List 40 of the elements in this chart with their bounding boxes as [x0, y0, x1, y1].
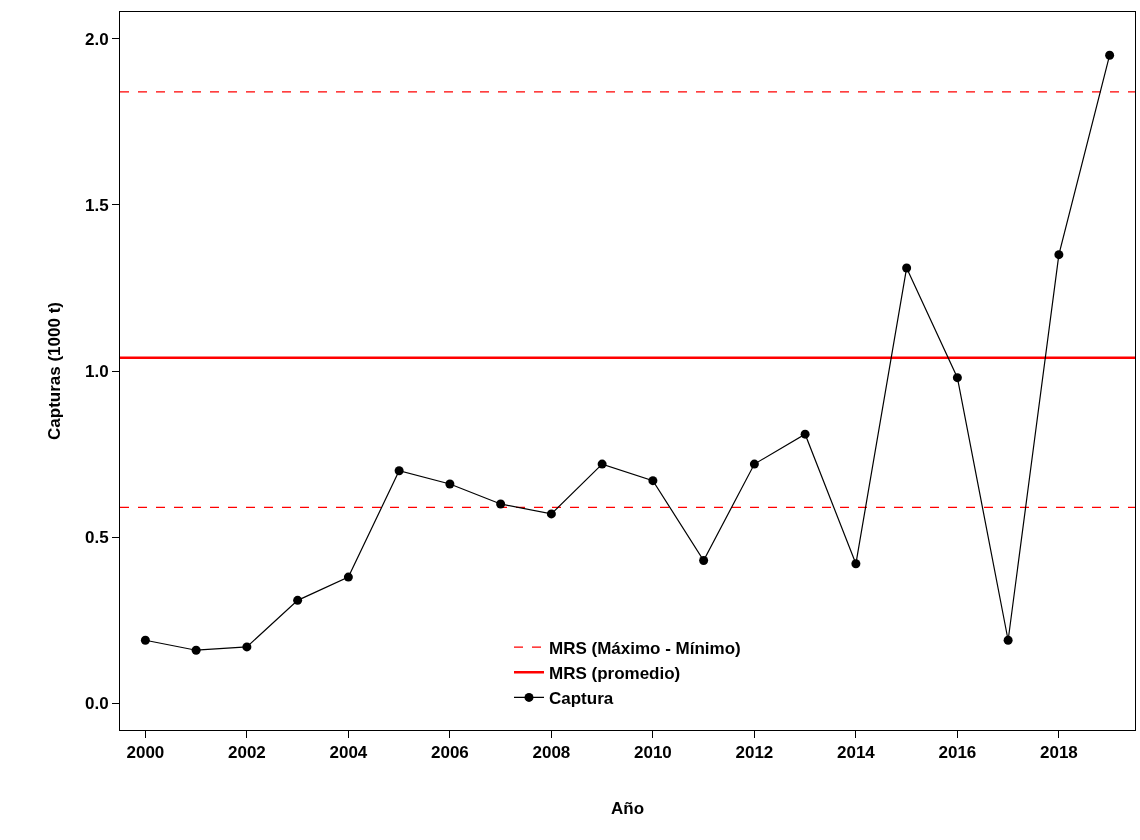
x-tick-label: 2004	[329, 743, 368, 763]
point	[191, 645, 201, 655]
y-tick-label: 1.5	[84, 195, 109, 215]
point	[343, 572, 353, 582]
x-tick-label: 2014	[836, 743, 876, 763]
x-tick-label: 2012	[735, 743, 774, 763]
point	[242, 642, 252, 652]
point	[140, 635, 150, 645]
point	[902, 263, 912, 273]
x-axis-title: Año	[610, 798, 645, 818]
point	[293, 595, 303, 605]
legend-label: MRS (promedio)	[549, 663, 681, 683]
x-tick-label: 2018	[1039, 743, 1078, 763]
x-tick-label: 2016	[938, 743, 977, 763]
point	[1054, 250, 1064, 260]
point	[851, 559, 861, 569]
x-tick-label: 2008	[532, 743, 571, 763]
point	[1105, 50, 1115, 60]
point	[749, 459, 759, 469]
point	[952, 373, 962, 383]
y-tick-label: 0.0	[84, 694, 109, 714]
point	[648, 476, 658, 486]
y-tick-label: 0.5	[84, 528, 109, 548]
x-tick-label: 2006	[430, 743, 469, 763]
x-tick-label: 2000	[126, 743, 165, 763]
point	[597, 459, 607, 469]
x-tick-label: 2010	[633, 743, 672, 763]
legend-label: Captura	[549, 689, 614, 709]
point	[546, 509, 556, 519]
point	[496, 499, 506, 509]
point	[800, 429, 810, 439]
y-axis-title: Capturas (1000 t)	[44, 302, 64, 440]
point	[445, 479, 455, 489]
point	[1003, 635, 1013, 645]
point	[699, 555, 709, 565]
x-tick-label: 2002	[227, 743, 266, 763]
point	[394, 466, 404, 476]
y-tick-label: 1.0	[84, 361, 109, 381]
y-tick-label: 2.0	[84, 29, 109, 49]
legend-label: MRS (Máximo - Mínimo)	[549, 638, 741, 658]
